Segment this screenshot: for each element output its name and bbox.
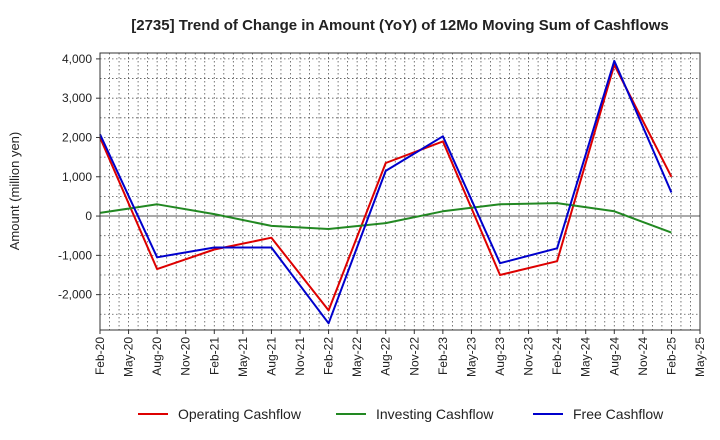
y-tick-label: 3,000 <box>62 91 92 105</box>
legend: Operating Cashflow Investing Cashflow Free… <box>138 406 664 422</box>
x-tick-label: Feb-23 <box>436 337 450 375</box>
operating-cashflow-line <box>99 63 673 312</box>
x-tick-label: Nov-21 <box>293 337 307 376</box>
grid <box>100 53 700 330</box>
plot-frame <box>99 52 701 331</box>
y-tick-label: -2,000 <box>58 288 92 302</box>
x-tick-label: May-22 <box>350 337 364 377</box>
chart-title: [2735] Trend of Change in Amount (YoY) o… <box>131 17 669 34</box>
y-tick-label: 0 <box>85 209 92 223</box>
free-cashflow-legend-label: Free Cashflow <box>573 406 664 422</box>
investing-cashflow-line <box>99 202 672 234</box>
x-tick-label: Aug-23 <box>493 337 507 376</box>
x-tick-label: Nov-24 <box>636 337 650 376</box>
x-tick-label: May-20 <box>122 337 136 377</box>
x-tick-label: Feb-20 <box>93 337 107 375</box>
x-tick-label: Aug-21 <box>264 337 278 376</box>
y-tick-label: -1,000 <box>58 248 92 262</box>
y-tick-label: 1,000 <box>62 170 92 184</box>
x-tick-label: Nov-20 <box>179 337 193 376</box>
y-axis-label: Amount (million yen) <box>7 132 22 251</box>
x-tick-label: May-25 <box>693 337 707 377</box>
x-axis-ticks: Feb-20 May-20 Aug-20 Nov-20 Feb-21 May-21 Aug-… <box>93 330 707 377</box>
free-cashflow-line <box>99 59 673 325</box>
x-tick-label: May-24 <box>579 337 593 377</box>
x-tick-label: Aug-20 <box>150 337 164 376</box>
y-tick-label: 4,000 <box>62 52 92 66</box>
x-tick-label: Aug-22 <box>379 337 393 376</box>
x-tick-label: Feb-24 <box>550 337 564 375</box>
x-tick-label: Nov-23 <box>522 337 536 376</box>
x-tick-label: Feb-21 <box>207 337 221 375</box>
y-tick-label: 2,000 <box>62 130 92 144</box>
series-lines <box>99 59 673 325</box>
x-tick-label: Aug-24 <box>607 337 621 376</box>
x-tick-label: Feb-25 <box>664 337 678 375</box>
x-tick-label: Nov-22 <box>407 337 421 376</box>
x-tick-label: Feb-22 <box>322 337 336 375</box>
x-tick-label: May-21 <box>236 337 250 377</box>
operating-cashflow-legend-label: Operating Cashflow <box>178 406 302 422</box>
y-axis-ticks: -2,000 -1,000 0 1,000 2,000 3,000 4,000 <box>58 52 100 302</box>
x-tick-label: May-23 <box>464 337 478 377</box>
investing-cashflow-legend-label: Investing Cashflow <box>376 406 494 422</box>
